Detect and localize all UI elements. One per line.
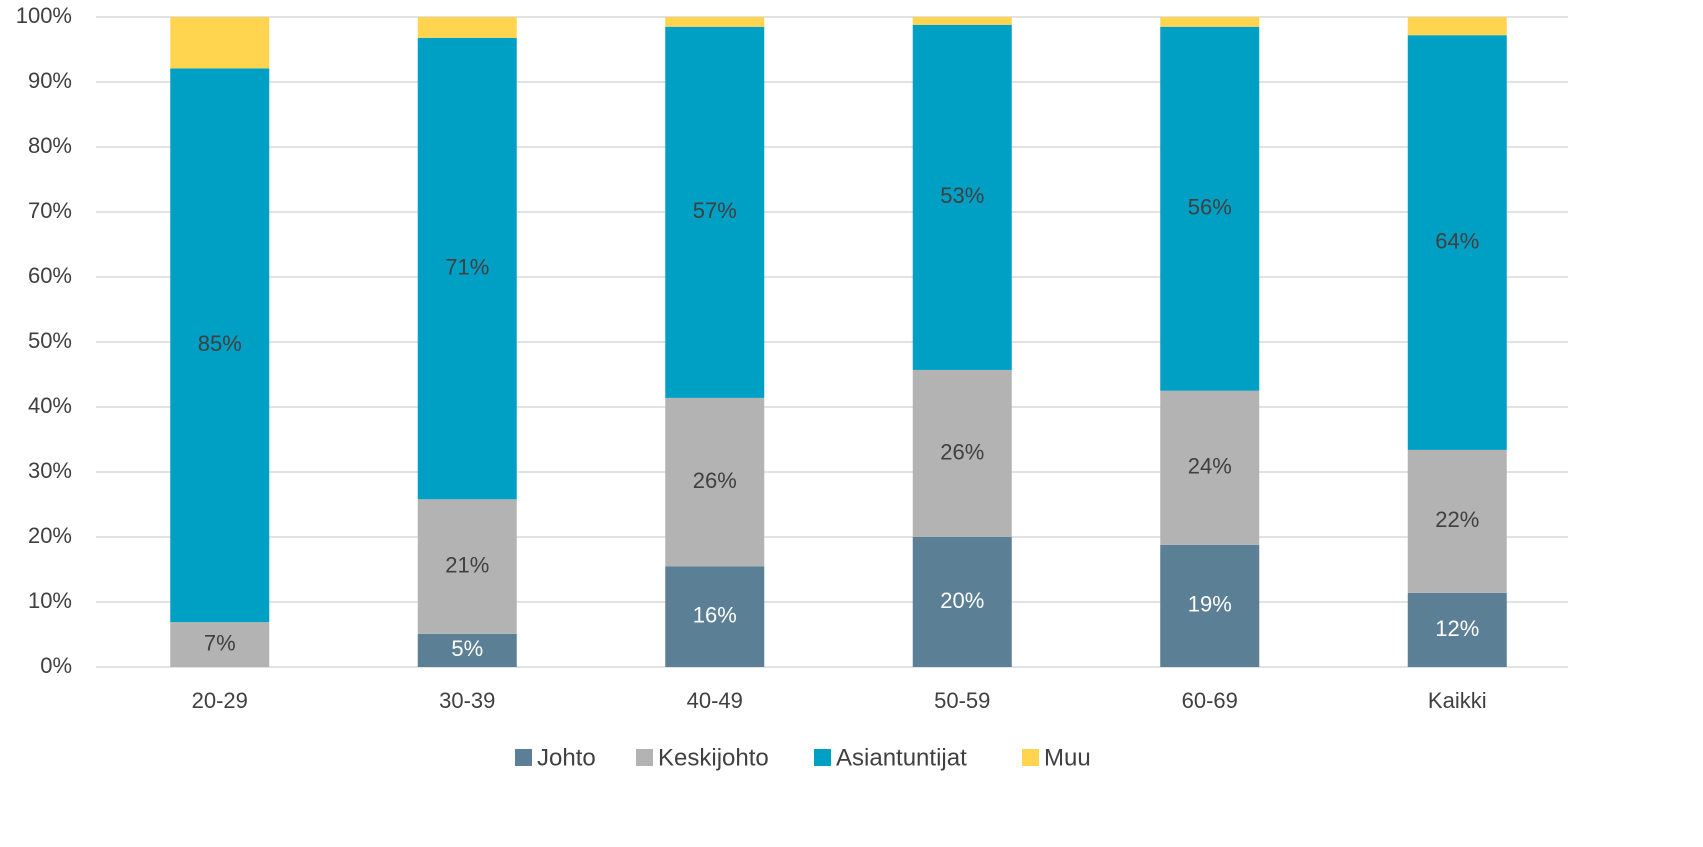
x-tick-label: 60-69 [1182,688,1238,713]
data-label: 21% [445,552,489,577]
bar-segment [170,17,270,69]
y-tick-label: 70% [28,198,72,223]
bar-segment [1407,449,1507,593]
data-label: 20% [940,588,984,613]
legend-swatch [515,749,532,766]
x-tick-label: 20-29 [192,688,248,713]
bar-segment [170,68,270,623]
x-tick-label: 50-59 [934,688,990,713]
y-tick-label: 50% [28,328,72,353]
bar-segment [665,17,765,27]
bar-segment [1160,390,1260,545]
data-label: 85% [198,331,242,356]
x-tick-label: 30-39 [439,688,495,713]
bar-segment [1407,35,1507,450]
bar-segment [1160,544,1260,667]
data-label: 12% [1435,616,1479,641]
bar-segment [912,17,1012,25]
y-tick-label: 60% [28,263,72,288]
legend-swatch [1022,749,1039,766]
legend-label: Johto [537,744,596,771]
bar-segment [912,369,1012,537]
x-tick-label: Kaikki [1428,688,1487,713]
bar-segment [665,397,765,567]
data-label: 16% [693,602,737,627]
data-label: 22% [1435,507,1479,532]
legend-label: Muu [1044,744,1091,771]
data-label: 24% [1188,454,1232,479]
x-tick-label: 40-49 [687,688,743,713]
y-tick-label: 80% [28,133,72,158]
bar-segment [417,633,517,667]
data-label: 71% [445,254,489,279]
legend-label: Asiantuntijat [836,744,967,771]
y-tick-label: 20% [28,523,72,548]
data-label: 57% [693,198,737,223]
bar-segment [417,37,517,500]
data-label: 53% [940,183,984,208]
data-label: 19% [1188,592,1232,617]
y-tick-label: 90% [28,68,72,93]
legend-label: Keskijohto [658,744,769,771]
bar-segment [170,622,270,667]
bar-segment [912,537,1012,667]
y-tick-label: 40% [28,393,72,418]
bar-segment [1160,26,1260,391]
y-tick-label: 0% [40,653,72,678]
y-tick-label: 10% [28,588,72,613]
bar-segment [665,26,765,398]
data-label: 64% [1435,228,1479,253]
bar-segment [1407,592,1507,667]
data-label: 26% [693,468,737,493]
data-label: 7% [204,630,236,655]
data-label: 56% [1188,195,1232,220]
bar-segment [1160,17,1260,27]
bar-segment [912,24,1012,370]
bar-segment [417,17,517,38]
data-label: 5% [451,636,483,661]
legend-swatch [636,749,653,766]
bar-segment [1407,17,1507,36]
y-tick-label: 30% [28,458,72,483]
y-tick-label: 100% [16,3,72,28]
bar-segment [665,566,765,667]
data-label: 26% [940,439,984,464]
bar-segment [417,499,517,634]
legend-swatch [814,749,831,766]
